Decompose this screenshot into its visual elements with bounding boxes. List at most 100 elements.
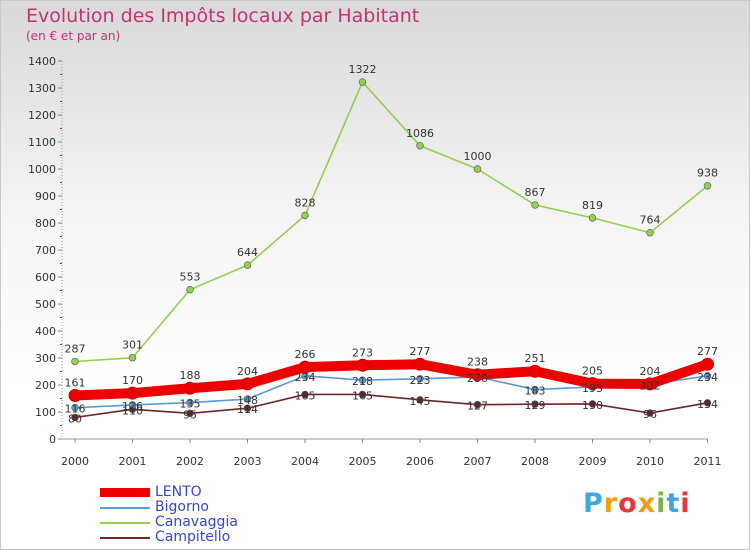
data-label-bigorno: 135 [180,398,201,411]
x-tick-label: 2010 [636,455,664,468]
data-label-bigorno: 116 [65,403,86,416]
data-point-campitello [243,404,252,412]
data-point-canavaggia [416,142,424,150]
data-label-canavaggia: 1000 [464,150,492,163]
series-line-canavaggia [74,81,709,363]
data-point-bigorno [243,395,252,403]
data-label-lento: 277 [697,345,718,358]
data-label-lento: 205 [582,365,603,378]
data-point-bigorno [186,398,194,407]
data-point-lento [68,389,82,403]
data-label-campitello: 130 [582,399,603,412]
data-point-lento [701,357,714,371]
data-point-bigorno [358,376,367,384]
data-label-lento: 266 [295,348,316,361]
y-tick-label: 1000 [28,163,56,176]
x-tick-label: 2002 [176,455,204,468]
data-label-canavaggia: 867 [525,186,546,199]
chart-subtitle: (en € et par an) [26,29,121,43]
logo-letter: P [583,488,604,519]
x-tick-label: 2001 [119,455,147,468]
x-tick-label: 2000 [61,455,89,468]
data-label-lento: 273 [352,346,373,359]
data-label-campitello: 95 [183,408,197,421]
series-line-lento [70,359,713,401]
series-line-campitello [74,393,709,419]
data-label-campitello: 165 [295,389,316,402]
data-label-lento: 161 [65,377,86,390]
data-point-lento [413,357,427,371]
data-label-campitello: 165 [352,389,373,402]
data-label-bigorno: 218 [352,375,373,388]
legend-label: LENTO [155,484,202,500]
data-label-lento: 251 [525,352,546,365]
data-label-canavaggia: 764 [640,214,661,227]
y-tick-label: 1300 [28,82,56,95]
y-tick-label: 100 [35,406,56,419]
data-point-canavaggia [186,285,194,294]
data-label-bigorno: 223 [410,374,431,387]
y-tick-label: 1100 [28,136,56,149]
legend-label: Campitello [155,529,231,545]
x-tick-label: 2003 [234,455,262,468]
y-tick-label: 600 [35,271,56,284]
data-point-canavaggia [358,78,367,86]
legend-swatch [100,537,150,539]
legend-label: Canavaggia [155,514,238,530]
x-tick-label: 2008 [521,455,549,468]
data-point-lento [356,358,369,372]
data-point-campitello [186,409,194,418]
data-point-campitello [531,400,539,408]
data-label-lento: 204 [237,365,258,378]
data-label-campitello: 145 [410,395,431,408]
data-point-canavaggia [588,214,597,222]
data-point-lento [183,381,197,395]
data-point-lento [528,364,542,378]
data-point-canavaggia [243,261,252,269]
x-tick-label: 2009 [579,455,607,468]
data-label-canavaggia: 1322 [349,63,377,76]
data-label-canavaggia: 938 [697,167,718,180]
logo-letter: x [637,488,657,519]
data-label-bigorno: 202 [640,379,661,392]
data-point-canavaggia [473,165,482,173]
data-point-canavaggia [531,201,539,209]
data-point-campitello [71,413,79,422]
series-points [68,78,714,422]
legend-swatch [100,522,150,524]
data-point-lento [126,386,139,400]
data-point-bigorno [531,385,539,394]
logo-letter: t [666,488,681,519]
data-label-bigorno: 183 [525,385,546,398]
x-tick-label: 2011 [694,455,722,468]
data-label-bigorno: 234 [295,371,316,384]
y-tick-label: 900 [35,190,56,203]
data-point-campitello [703,399,712,407]
chart-title: Evolution des Impôts locaux par Habitant [26,5,420,27]
data-point-bigorno [71,403,79,412]
data-point-lento [241,377,254,391]
data-point-campitello [416,396,424,404]
logo-letter: o [618,488,638,519]
data-point-lento [298,360,312,374]
data-label-bigorno: 126 [122,400,143,413]
y-tick-label: 200 [35,379,56,392]
x-tick-label: 2004 [291,455,319,468]
data-label-campitello: 129 [525,399,546,412]
y-tick-label: 500 [35,298,56,311]
data-label-canavaggia: 301 [122,339,143,352]
data-label-lento: 188 [180,369,201,382]
data-label-lento: 204 [640,365,661,378]
data-point-campitello [473,401,482,409]
data-point-canavaggia [128,354,137,362]
data-point-bigorno [416,375,424,383]
axes: 0 100 200 300 400 500 600 700 800 900 1000 1100 1200… [28,55,722,468]
data-label-bigorno: 234 [697,371,718,384]
data-point-campitello [588,400,597,408]
data-point-canavaggia [301,211,309,220]
y-tick-label: 800 [35,217,56,230]
data-label-lento: 238 [467,356,488,369]
data-label-lento: 277 [410,345,431,358]
